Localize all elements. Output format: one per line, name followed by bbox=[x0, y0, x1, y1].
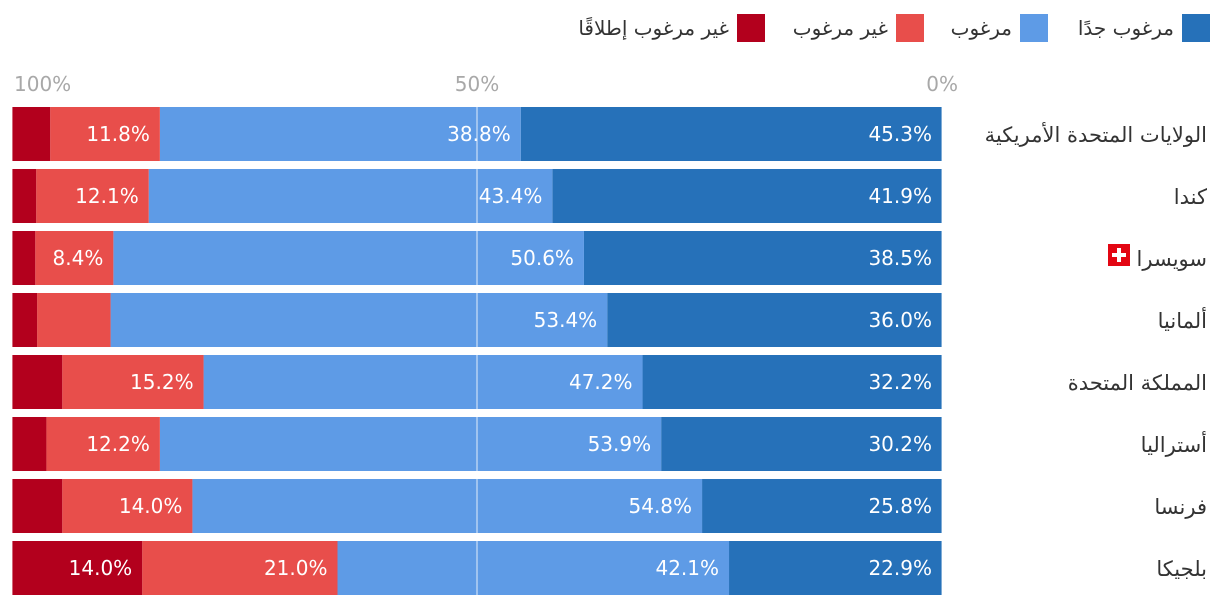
legend: مرغوب جدًا مرغوب غير مرغوب غير مرغوب إطلاقً… bbox=[578, 14, 1210, 42]
legend-swatch bbox=[1182, 14, 1210, 42]
data-label: 32.2% bbox=[868, 370, 932, 394]
bar-segment bbox=[12, 169, 37, 223]
bar-segment bbox=[62, 355, 204, 409]
bar-segment bbox=[113, 231, 584, 285]
bar-segment bbox=[50, 107, 160, 161]
data-label: 43.4% bbox=[479, 184, 543, 208]
data-label: 8.4% bbox=[53, 246, 104, 270]
category-label: أستراليا bbox=[1141, 431, 1207, 457]
data-label: 41.9% bbox=[868, 184, 932, 208]
data-label: 38.8% bbox=[447, 122, 511, 146]
category-labels: الولايات المتحدة الأمريكية كندا سويسرا ألما… bbox=[985, 122, 1207, 581]
bar-segment bbox=[12, 355, 63, 409]
category-label: المملكة المتحدة bbox=[1068, 371, 1207, 395]
data-label: 54.8% bbox=[629, 494, 693, 518]
category-label: ألمانيا bbox=[1158, 307, 1207, 333]
bar-segment bbox=[729, 541, 942, 595]
legend-label: غير مرغوب bbox=[793, 16, 888, 40]
data-label: 22.9% bbox=[868, 556, 932, 580]
bar-segment bbox=[62, 479, 193, 533]
category-label: فرنسا bbox=[1154, 495, 1207, 519]
bar-segment bbox=[35, 231, 114, 285]
bar-segment bbox=[607, 293, 942, 347]
category-label: كندا bbox=[1174, 185, 1207, 209]
bar-segment bbox=[552, 169, 942, 223]
bar-segment bbox=[12, 417, 47, 471]
legend-label: غير مرغوب إطلاقًا bbox=[578, 16, 729, 41]
data-label: 45.3% bbox=[868, 122, 932, 146]
x-tick-label: 100% bbox=[14, 72, 71, 96]
bar-segment bbox=[642, 355, 942, 409]
legend-swatch bbox=[896, 14, 924, 42]
data-label: 53.4% bbox=[534, 308, 598, 332]
bar-segment bbox=[142, 541, 338, 595]
data-label: 21.0% bbox=[264, 556, 328, 580]
x-axis-ticks: 0% 50% 100% bbox=[14, 72, 958, 96]
data-label: 12.1% bbox=[75, 184, 139, 208]
legend-label: مرغوب bbox=[951, 16, 1012, 40]
data-label: 47.2% bbox=[569, 370, 633, 394]
x-tick-label: 50% bbox=[455, 72, 499, 96]
data-label: 50.6% bbox=[510, 246, 574, 270]
data-label: 30.2% bbox=[868, 432, 932, 456]
bar-segment bbox=[661, 417, 942, 471]
data-label: 15.2% bbox=[130, 370, 194, 394]
data-label: 38.5% bbox=[868, 246, 932, 270]
legend-label: مرغوب جدًا bbox=[1078, 16, 1174, 40]
data-label: 36.0% bbox=[868, 308, 932, 332]
bar-segment bbox=[12, 293, 38, 347]
bar-segment bbox=[702, 479, 942, 533]
bar-segment bbox=[110, 293, 608, 347]
bar-segment bbox=[37, 293, 111, 347]
category-label: بلجيكا bbox=[1156, 557, 1207, 581]
bar-segment bbox=[192, 479, 703, 533]
bar-segment bbox=[159, 107, 521, 161]
bar-segment bbox=[12, 541, 143, 595]
bar-segment bbox=[36, 169, 149, 223]
data-label: 12.2% bbox=[86, 432, 150, 456]
bar-segment bbox=[583, 231, 942, 285]
category-label: الولايات المتحدة الأمريكية bbox=[985, 122, 1207, 147]
bar-segment bbox=[12, 479, 63, 533]
bar-segment bbox=[12, 231, 36, 285]
bar-segment bbox=[46, 417, 160, 471]
gridlines bbox=[11, 100, 943, 600]
bar-segment bbox=[148, 169, 553, 223]
data-label: 11.8% bbox=[86, 122, 150, 146]
bar-segment bbox=[337, 541, 730, 595]
bar-segment bbox=[520, 107, 942, 161]
data-label: 25.8% bbox=[868, 494, 932, 518]
data-label: 53.9% bbox=[588, 432, 652, 456]
bars bbox=[12, 107, 942, 595]
swiss-flag-icon bbox=[1108, 244, 1130, 266]
data-label: 42.1% bbox=[655, 556, 719, 580]
legend-swatch bbox=[737, 14, 765, 42]
x-tick-label: 0% bbox=[926, 72, 958, 96]
data-label: 14.0% bbox=[119, 494, 183, 518]
bar-segment bbox=[12, 107, 51, 161]
data-label: 14.0% bbox=[69, 556, 133, 580]
bar-segment bbox=[159, 417, 662, 471]
category-label: سويسرا bbox=[1137, 247, 1207, 271]
value-labels: 45.3% 38.8% 11.8% 41.9% 43.4% 12.1% 38.5% 50.6%… bbox=[53, 122, 932, 580]
bar-segment bbox=[203, 355, 643, 409]
legend-swatch bbox=[1020, 14, 1048, 42]
